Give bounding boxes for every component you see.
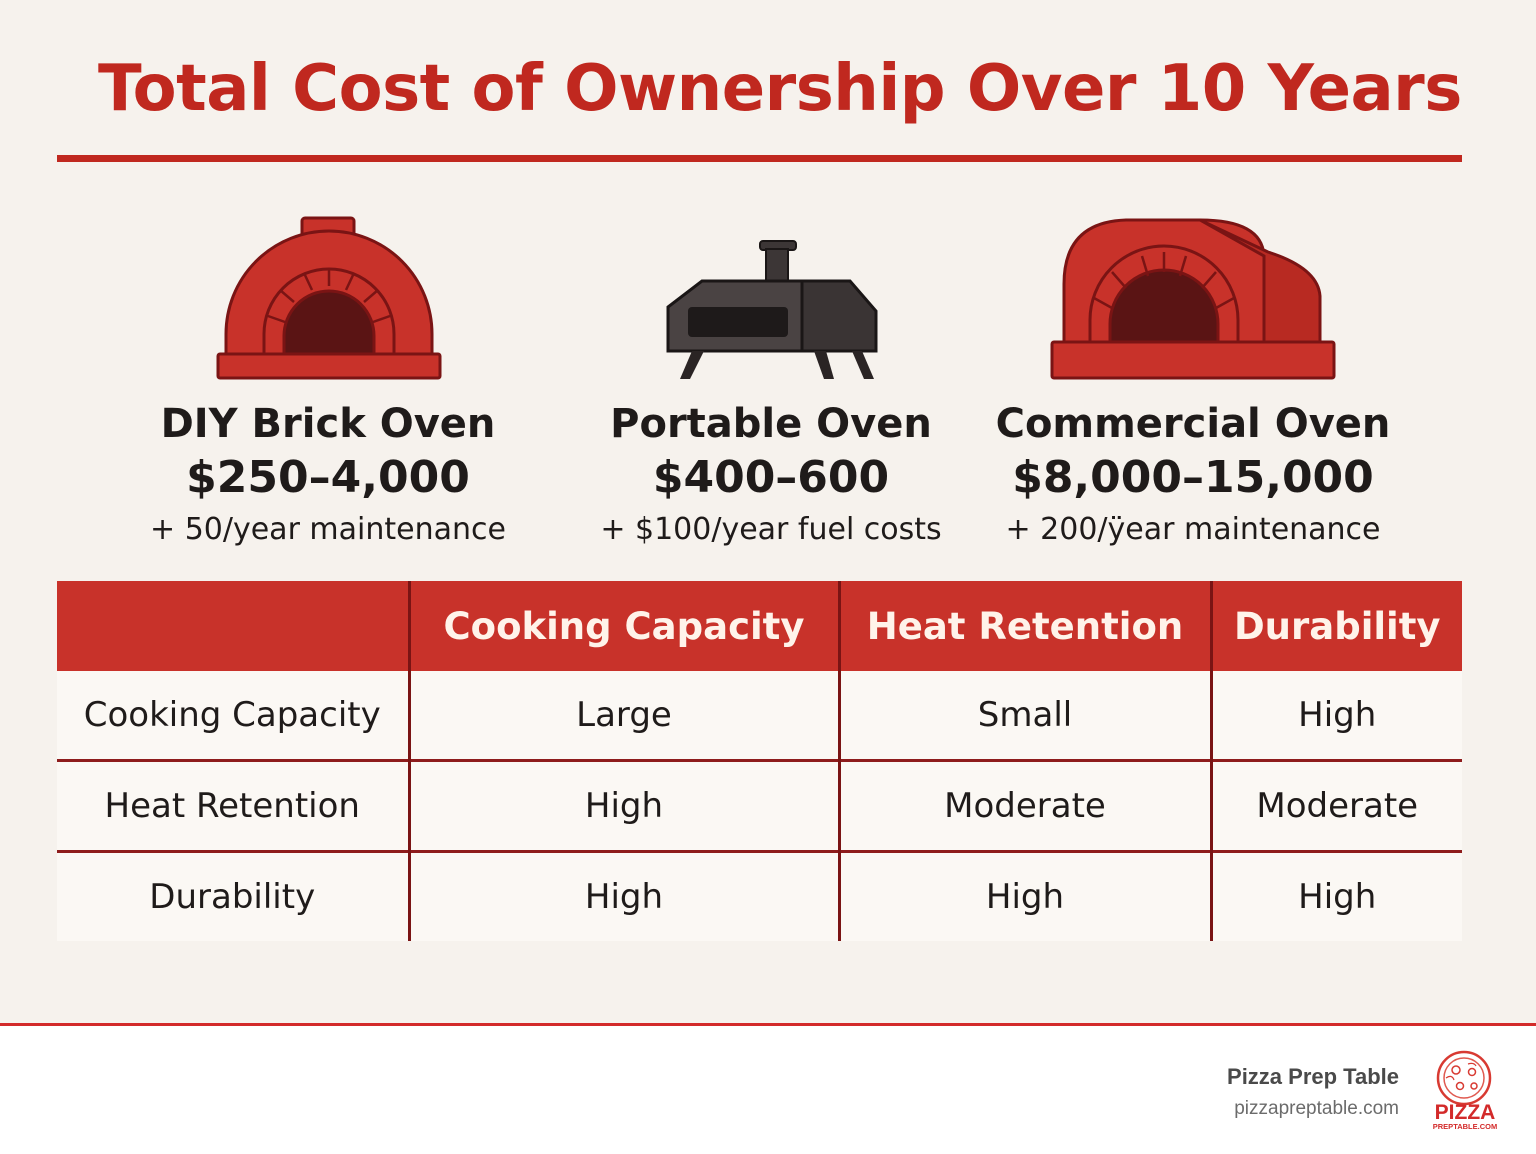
comparison-table: Cooking Capacity Heat Retention Durabili… [57, 581, 1462, 941]
table-header-cell: Durability [1209, 581, 1462, 671]
oven-card-commercial: Commercial Oven $8,000–15,000 + 200/ÿear… [988, 398, 1398, 554]
table-cell: High [837, 850, 1211, 941]
oven-price: $250–4,000 [186, 452, 470, 503]
pizza-logo: PIZZA PREPTABLE.COM [1433, 1050, 1497, 1131]
table-cell: High [407, 850, 839, 941]
portable-oven-icon [666, 240, 878, 379]
oven-name: Commercial Oven [995, 401, 1391, 447]
table-cell: High [1209, 671, 1462, 761]
brand-name: Pizza Prep Table [1227, 1064, 1399, 1089]
table-cell: High [1209, 850, 1462, 941]
brick-dome-oven-icon [216, 216, 442, 380]
logo-text: PIZZA [1435, 1101, 1496, 1124]
oven-price: $400–600 [652, 452, 890, 503]
table-row: Heat Retention High Moderate Moderate [57, 759, 1462, 852]
footer-divider [0, 1023, 1536, 1026]
table-cell: Moderate [1209, 759, 1462, 852]
oven-extra-cost: + 50/year maintenance [150, 512, 506, 547]
oven-extra-cost: + $100/year fuel costs [600, 512, 942, 547]
page-title: Total Cost of Ownership Over 10 Years [98, 52, 1462, 126]
footer [0, 1026, 1536, 1154]
table-cell: High [407, 759, 839, 852]
table-header-row: Cooking Capacity Heat Retention Durabili… [57, 581, 1462, 671]
oven-card-diy-brick: DIY Brick Oven $250–4,000 + 50/year main… [128, 398, 528, 554]
row-label: Durability [57, 850, 409, 941]
oven-extra-cost: + 200/ÿear maintenance [1005, 512, 1381, 547]
row-label: Cooking Capacity [83, 695, 381, 735]
table-header-cell: Cooking Capacity [407, 581, 839, 671]
table-cell: Large [407, 671, 839, 761]
table-header-cell: Heat Retention [837, 581, 1211, 671]
table-row: Durability High High High [57, 850, 1462, 941]
oven-name: Portable Oven [610, 401, 932, 447]
oven-card-portable: Portable Oven $400–600 + $100/year fuel … [571, 398, 971, 554]
table-cell: Small [837, 671, 1211, 761]
title-divider [57, 155, 1462, 162]
oven-name: DIY Brick Oven [160, 401, 496, 447]
commercial-oven-icon [1050, 218, 1336, 380]
brand-url[interactable]: pizzapreptable.com [1234, 1098, 1399, 1119]
logo-subtext: PREPTABLE.COM [1433, 1122, 1497, 1131]
table-cell: Moderate [837, 759, 1211, 852]
table-header-cell [57, 581, 409, 671]
row-label: Heat Retention [57, 759, 409, 852]
oven-price: $8,000–15,000 [1012, 452, 1374, 503]
table-row: Cooking Capacity Large Small High [57, 671, 1462, 761]
